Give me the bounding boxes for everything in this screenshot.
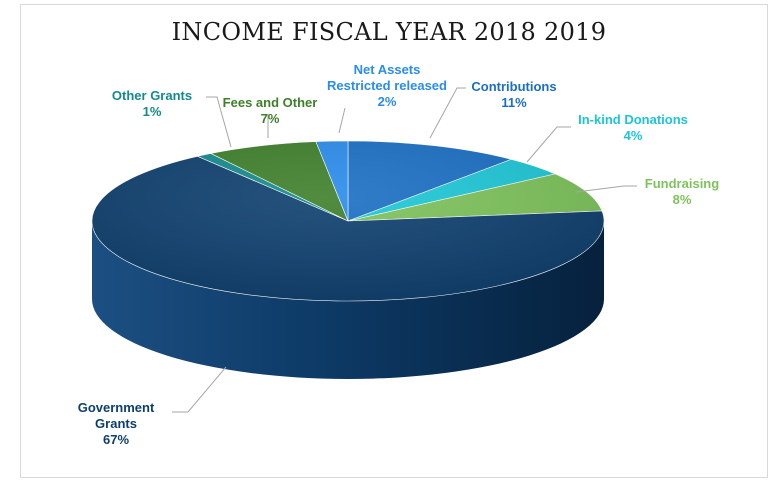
leader-line-net-assets-restricted-released bbox=[338, 107, 346, 134]
pie-leader-lines bbox=[172, 87, 637, 413]
slice-label-other-grants: Other Grants 1% bbox=[98, 88, 206, 120]
slice-label-net-assets-restricted-released: Net Assets Restricted released 2% bbox=[312, 62, 462, 110]
leader-line-contributions bbox=[429, 87, 466, 139]
slice-label-fees-and-other: Fees and Other 7% bbox=[210, 95, 330, 127]
slice-name-fundraising: Fundraising bbox=[644, 176, 720, 191]
slice-percent-net-assets-restricted-released: 2% bbox=[377, 94, 397, 109]
slice-name-contributions: Contributions bbox=[471, 79, 557, 94]
leader-line-other-grants bbox=[206, 96, 232, 148]
slice-name-government-grants: Government Grants bbox=[77, 400, 155, 431]
slice-name-other-grants: Other Grants bbox=[111, 88, 193, 103]
slice-label-in-kind-donations: In-kind Donations 4% bbox=[571, 112, 695, 144]
slice-percent-in-kind-donations: 4% bbox=[623, 128, 643, 143]
pie-side-government-grants bbox=[92, 221, 604, 379]
slice-label-government-grants: Government Grants 67% bbox=[60, 400, 172, 448]
leader-line-fundraising bbox=[575, 185, 637, 193]
leader-line-government-grants bbox=[172, 366, 227, 413]
slice-label-contributions: Contributions 11% bbox=[466, 79, 562, 111]
pie-side-depth bbox=[92, 221, 604, 379]
slice-name-net-assets-restricted-released: Net Assets Restricted released bbox=[327, 62, 447, 93]
slice-percent-government-grants: 67% bbox=[102, 432, 130, 447]
slice-label-fundraising: Fundraising 8% bbox=[637, 176, 727, 208]
slice-percent-fees-and-other: 7% bbox=[260, 111, 280, 126]
slice-percent-other-grants: 1% bbox=[142, 104, 162, 119]
pie-top-shading bbox=[92, 141, 604, 301]
chart-title: INCOME FISCAL YEAR 2018 2019 bbox=[171, 18, 607, 46]
slice-percent-contributions: 11% bbox=[501, 95, 527, 110]
leader-line-in-kind-donations bbox=[526, 126, 571, 163]
slice-name-fees-and-other: Fees and Other bbox=[222, 95, 318, 110]
slice-name-in-kind-donations: In-kind Donations bbox=[578, 112, 688, 127]
slice-percent-fundraising: 8% bbox=[672, 192, 692, 207]
pie-top bbox=[91, 140, 605, 302]
